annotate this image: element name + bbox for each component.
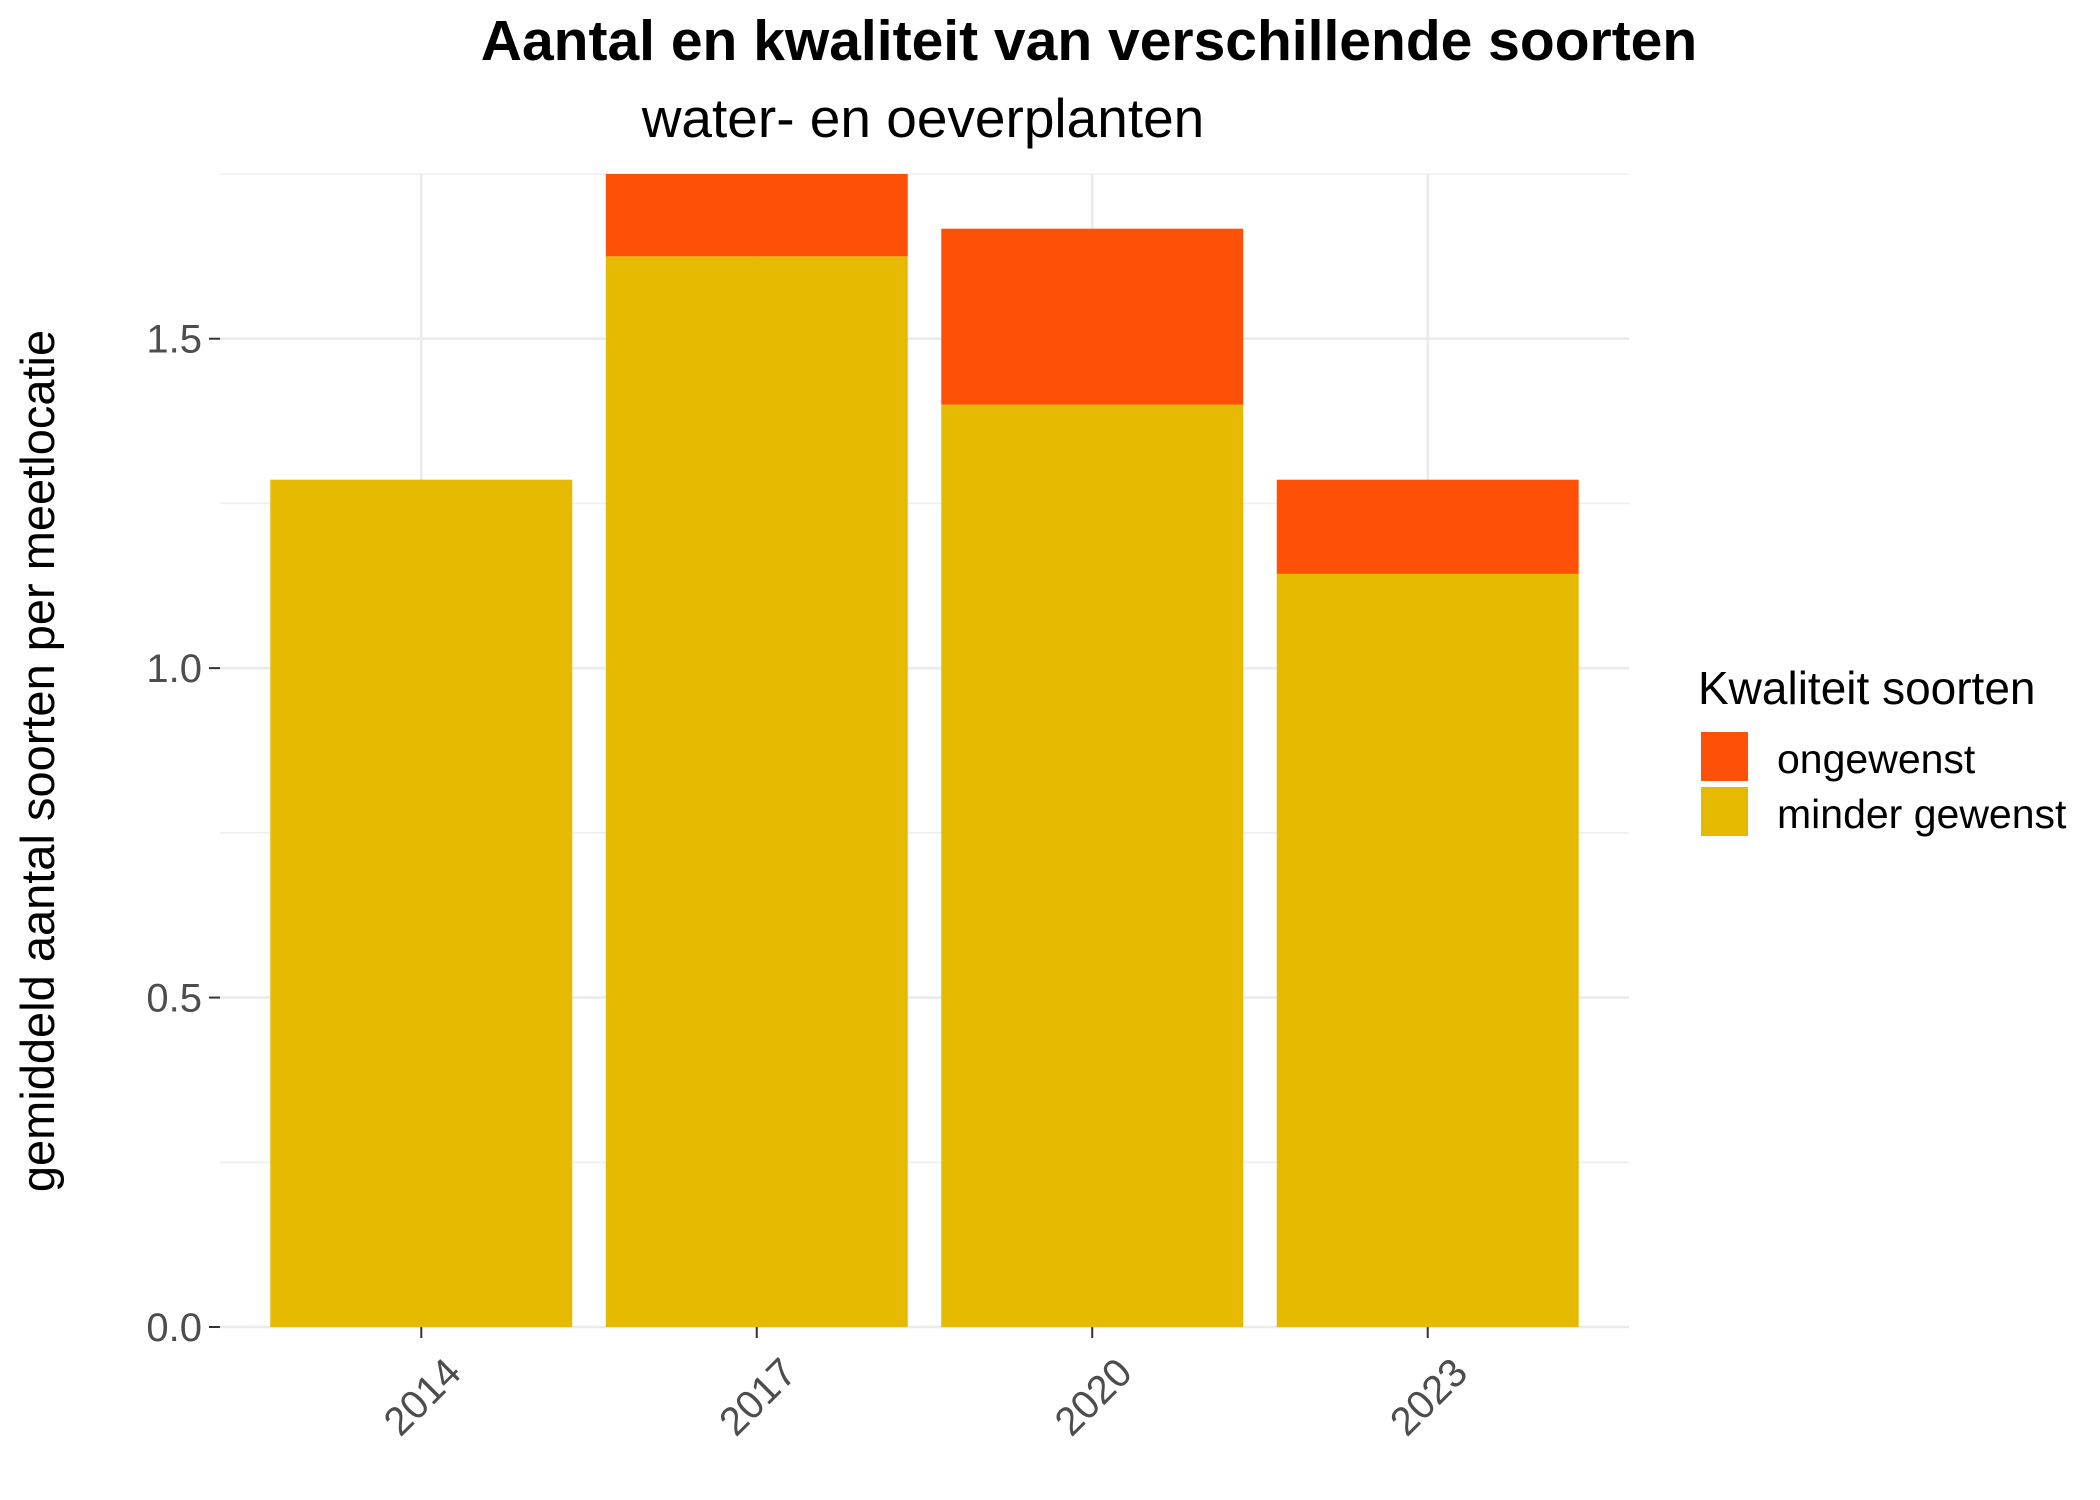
legend-label-minder-gewenst: minder gewenst xyxy=(1777,791,2067,837)
bar-ongewenst-2017 xyxy=(605,174,908,257)
bar-minder-gewenst-2020 xyxy=(941,404,1244,1328)
bar-minder-gewenst-2023 xyxy=(1276,573,1579,1327)
legend-key-minder-gewenst xyxy=(1701,787,1748,836)
y-tick-label: 0.5 xyxy=(146,977,202,1021)
bars xyxy=(270,174,1579,1328)
y-axis: 0.0 0.5 1.0 1.5 xyxy=(146,318,220,1350)
y-tick-label: 1.0 xyxy=(146,647,202,691)
legend-label-ongewenst: ongewenst xyxy=(1777,736,1976,782)
chart-title: Aantal en kwaliteit van verschillende so… xyxy=(481,9,1697,73)
legend-key-ongewenst xyxy=(1701,732,1748,781)
y-tick-label: 1.5 xyxy=(146,318,202,362)
legend-items: ongewenst minder gewenst xyxy=(1701,732,2067,837)
y-axis-label: gemiddeld aantal soorten per meetlocatie xyxy=(11,330,64,1192)
legend-title: Kwaliteit soorten xyxy=(1698,662,2036,714)
bar-ongewenst-2020 xyxy=(941,228,1244,405)
bar-minder-gewenst-2014 xyxy=(270,479,573,1327)
legend: Kwaliteit soorten ongewenst minder gewens… xyxy=(1698,662,2067,837)
bar-ongewenst-2023 xyxy=(1276,479,1579,574)
y-tick-label: 0.0 xyxy=(146,1306,202,1350)
bar-minder-gewenst-2017 xyxy=(605,256,908,1327)
chart-subtitle: water- en oeverplanten xyxy=(641,87,1205,149)
